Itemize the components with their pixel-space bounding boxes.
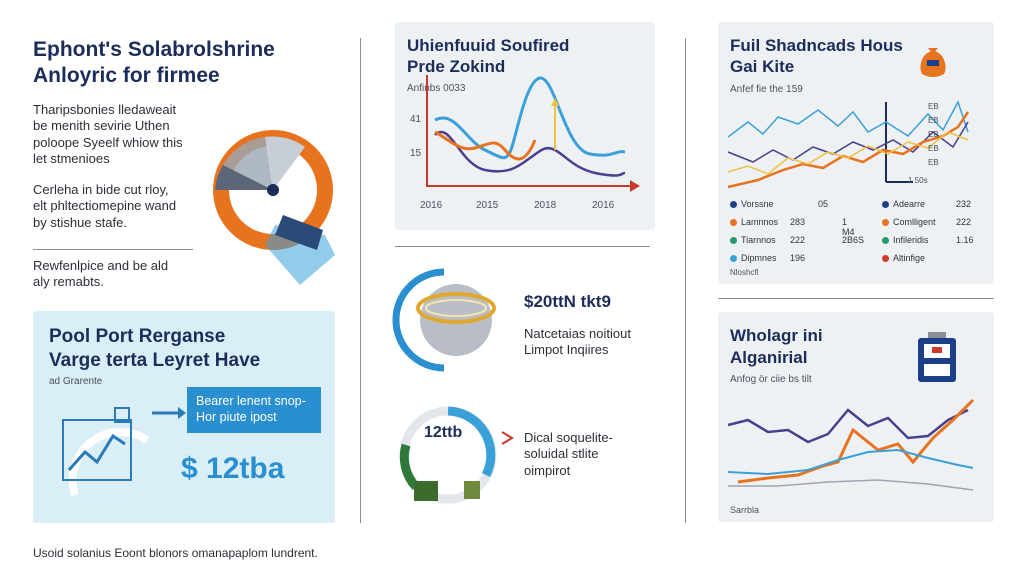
- chart2-footer: Nloshcfl: [730, 268, 759, 277]
- chart3-title-line1: Wholagr ini: [730, 326, 823, 345]
- chart3-line-orange: [737, 398, 975, 484]
- chart1-subtitle: Anfinbs 0033: [407, 83, 466, 94]
- chart3-subtitle: Anfog ör ciie bs tilt: [730, 374, 812, 385]
- big-value: $ 12tba: [181, 452, 285, 485]
- donut-slice-gray: [223, 137, 273, 190]
- chart1-line-orange: [434, 130, 537, 161]
- ring-gauge-green: [399, 443, 420, 491]
- right-divider: [718, 298, 994, 299]
- chart3-footer: Sarrbla: [730, 505, 760, 515]
- middle-divider: [395, 246, 650, 247]
- chart1-panel: [395, 22, 655, 230]
- donut-slice-light: [265, 136, 305, 190]
- chart2-legend-row-4: Dipmnes 196: [730, 253, 805, 263]
- chart2-r-label-2: EB: [928, 116, 939, 125]
- chart2-subtitle: Anfef fie the 159: [730, 84, 803, 95]
- page-footer: Usoid solanius Eoont blonors omanapaplom…: [33, 546, 318, 560]
- globe-graphic: [392, 268, 496, 372]
- left-title-line2: Anloyric for firmee: [33, 64, 220, 87]
- blue-panel-title-line2: Varge terta Leyret Have: [49, 350, 261, 371]
- column-divider-2: [685, 38, 686, 523]
- chart2-plot: [727, 100, 970, 189]
- chart2-legend-row-2: Lamnnos 283 1 M4: [730, 217, 855, 237]
- chart2-legend-right-4: Altinfige: [882, 253, 925, 263]
- ring-gauge-teal: [447, 406, 496, 478]
- legend-dot: [730, 255, 737, 263]
- chart1-line-teal: [434, 76, 626, 160]
- chart2-r-label-4: EB: [928, 144, 939, 153]
- chart1-plot: [426, 75, 640, 192]
- chevron-right-icon: [501, 431, 514, 445]
- ring-gauge-graphic: [399, 406, 497, 504]
- globe-ring-gold: [416, 292, 496, 324]
- donut-slice-dark: [215, 165, 273, 190]
- chart2-legend-right-2: Comlligent 222: [882, 217, 971, 227]
- chart2-title-line1: Fuil Shadncads Hous: [730, 36, 903, 55]
- chart1-axis-arrow: [630, 180, 640, 192]
- ring-value: 12ttb: [424, 424, 463, 441]
- globe-arc-blue: [392, 268, 445, 372]
- chart2-r-label-1: EB: [928, 102, 939, 111]
- growth-chart-icon: [62, 407, 150, 497]
- chart2-line-purple: [727, 121, 969, 163]
- chart3-line-teal: [727, 448, 974, 476]
- left-paragraph-3: Rewfenlpice and be ald aly remabts.: [33, 258, 169, 290]
- chart2-title-line2: Gai Kite: [730, 57, 795, 76]
- chart2-legend-row-3: Tiarnnos 222 2B6S: [730, 235, 864, 245]
- left-title-line1: Ephont's Solabrolshrine: [33, 38, 275, 61]
- chart1-y-label-1: 41: [410, 114, 422, 125]
- chart3-line-purple: [727, 408, 969, 444]
- chart2-line-teal: [727, 100, 969, 138]
- bank-building-icon: [918, 332, 956, 382]
- chart1-x-label-3: 2018: [534, 200, 557, 211]
- chart1-title-line1: Uhienfuuid Soufired: [407, 36, 570, 55]
- left-paragraph-2: Cerleha in bide cut rloy, elt phltectiom…: [33, 182, 177, 230]
- legend-dot: [730, 219, 737, 227]
- chart2-legend-right-1: Adearre 232: [882, 199, 971, 209]
- chart1-x-label-4: 2016: [592, 200, 615, 211]
- chart2-r-label-3: EB: [928, 130, 939, 139]
- blue-panel-title-line1: Pool Port Rerganse: [49, 326, 226, 347]
- chart3-plot: [727, 398, 975, 491]
- chart2-bottom-label: 1 50s: [908, 176, 928, 185]
- middle-label-2: Dical soquelite- soluidal stlite oimpiro…: [524, 430, 613, 478]
- chart2-legend-row-1: Vorssne 05: [730, 199, 828, 209]
- pointer-shape-navy: [275, 215, 323, 250]
- arrow-right-icon: [152, 407, 186, 419]
- chart1-y-label-2: 15: [410, 148, 422, 159]
- column-divider-1: [360, 38, 361, 523]
- donut-chart-graphic: [213, 130, 335, 285]
- money-bag-icon: [920, 48, 946, 77]
- legend-dot: [730, 237, 737, 245]
- chart3-title-line2: Alganirial: [730, 348, 808, 367]
- chart1-x-label-2: 2015: [476, 200, 499, 211]
- middle-label-1: Natcetaias noitiout Limpot Inqiires: [524, 326, 631, 358]
- callout-box: Bearer lenent snop- Hor piute ipost: [187, 387, 321, 433]
- chart1-title-line2: Prde Zokind: [407, 57, 506, 76]
- chart3-line-gray: [728, 479, 974, 491]
- blue-panel-subtitle: ad Grarente: [49, 376, 103, 387]
- middle-big-value: $20ttN tkt9: [524, 292, 611, 311]
- money-stack-icon: [414, 481, 438, 501]
- left-paragraph-1: Tharipsbonies lledaweait be menith sevir…: [33, 102, 183, 166]
- chart2-line-yellow: [727, 131, 969, 175]
- chart2-r-label-5: EB: [928, 158, 939, 167]
- chart1-x-label-1: 2016: [420, 200, 443, 211]
- left-divider: [33, 249, 193, 250]
- legend-dot: [730, 201, 737, 209]
- donut-center-icon: [267, 184, 279, 196]
- chart1-line-purple: [434, 130, 626, 177]
- chart2-legend-right-3: Infileridis 1.16: [882, 235, 974, 245]
